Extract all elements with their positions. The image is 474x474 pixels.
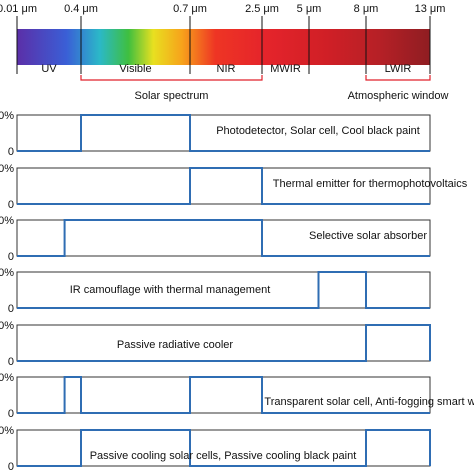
band-label: Visible [119,63,151,75]
emissivity-curve [17,167,430,205]
range-bracket [365,75,431,81]
wavelength-label: 0.7 μm [173,3,207,15]
band-labels: UV Visible NIR MWIR LWIR [41,63,411,75]
wavelength-label: 5 μm [297,3,322,15]
y-axis-top-label: 100% [0,110,14,122]
panel-caption: IR camouflage with thermal management [70,284,271,296]
y-axis-top-label: 100% [0,320,14,332]
emissivity-curve [17,324,431,362]
panel-caption: Thermal emitter for thermophotovoltaics [273,178,468,190]
spectral-panels: 100% 0 Photodetector, Solar cell, Cool bla… [0,110,474,473]
y-axis-bottom-label: 0 [8,303,14,315]
panel-caption: Selective solar absorber [309,230,427,242]
emissivity-curve [17,271,430,309]
wavelength-label: 0.4 μm [64,3,98,15]
wavelength-labels: 0.01 μm 0.4 μm 0.7 μm 2.5 μm 5 μm 8 μm 13 μm [0,3,445,15]
spectral-panel: 100% 0 Selective solar absorber [0,215,431,263]
panel-caption: Passive cooling solar cells, Passive coo… [90,450,357,462]
y-axis-top-label: 100% [0,425,14,437]
bracket-label: Atmospheric window [348,90,449,102]
y-axis-top-label: 100% [0,372,14,384]
band-label: MWIR [270,63,301,75]
band-label: UV [41,63,57,75]
y-axis-bottom-label: 0 [8,356,14,368]
spectral-panel: 100% 0 Transparent solar cell, Anti-foggin… [0,372,474,420]
emissivity-curve [17,114,430,152]
spectral-panel: 100% 0 Passive cooling solar cells, Passiv… [0,425,431,473]
y-axis-bottom-label: 0 [8,199,14,211]
y-axis-bottom-label: 0 [8,251,14,263]
spectral-panel: 100% 0 Thermal emitter for thermophotovolt… [0,163,468,211]
panel-caption: Photodetector, Solar cell, Cool black pa… [216,125,420,137]
y-axis-top-label: 100% [0,215,14,227]
panel-caption: Transparent solar cell, Anti-fogging sma… [264,396,474,408]
wavelength-label: 13 μm [415,3,446,15]
emissivity-curve [17,219,430,257]
band-dividers [16,16,431,74]
y-axis-bottom-label: 0 [8,146,14,158]
range-bracket [80,75,263,81]
band-label: LWIR [385,63,412,75]
spectrum-color-bar [17,29,430,65]
bracket-label: Solar spectrum [135,90,209,102]
emissivity-curve [17,429,431,467]
spectral-panel: 100% 0 Photodetector, Solar cell, Cool bla… [0,110,431,158]
spectrum-header: 0.01 μm 0.4 μm 0.7 μm 2.5 μm 5 μm 8 μm 13 μm U… [0,3,448,102]
wavelength-label: 0.01 μm [0,3,37,15]
wavelength-label: 8 μm [354,3,379,15]
wavelength-label: 2.5 μm [245,3,279,15]
y-axis-top-label: 100% [0,163,14,175]
spectral-panel: 100% 0 IR camouflage with thermal manageme… [0,267,431,315]
emissivity-curve [17,376,430,414]
range-brackets: Solar spectrum Atmospheric window [80,75,449,102]
y-axis-bottom-label: 0 [8,408,14,420]
spectral-panel: 100% 0 Passive radiative cooler [0,320,431,368]
y-axis-bottom-label: 0 [8,461,14,473]
panel-caption: Passive radiative cooler [117,339,234,351]
band-label: NIR [217,63,236,75]
y-axis-top-label: 100% [0,267,14,279]
